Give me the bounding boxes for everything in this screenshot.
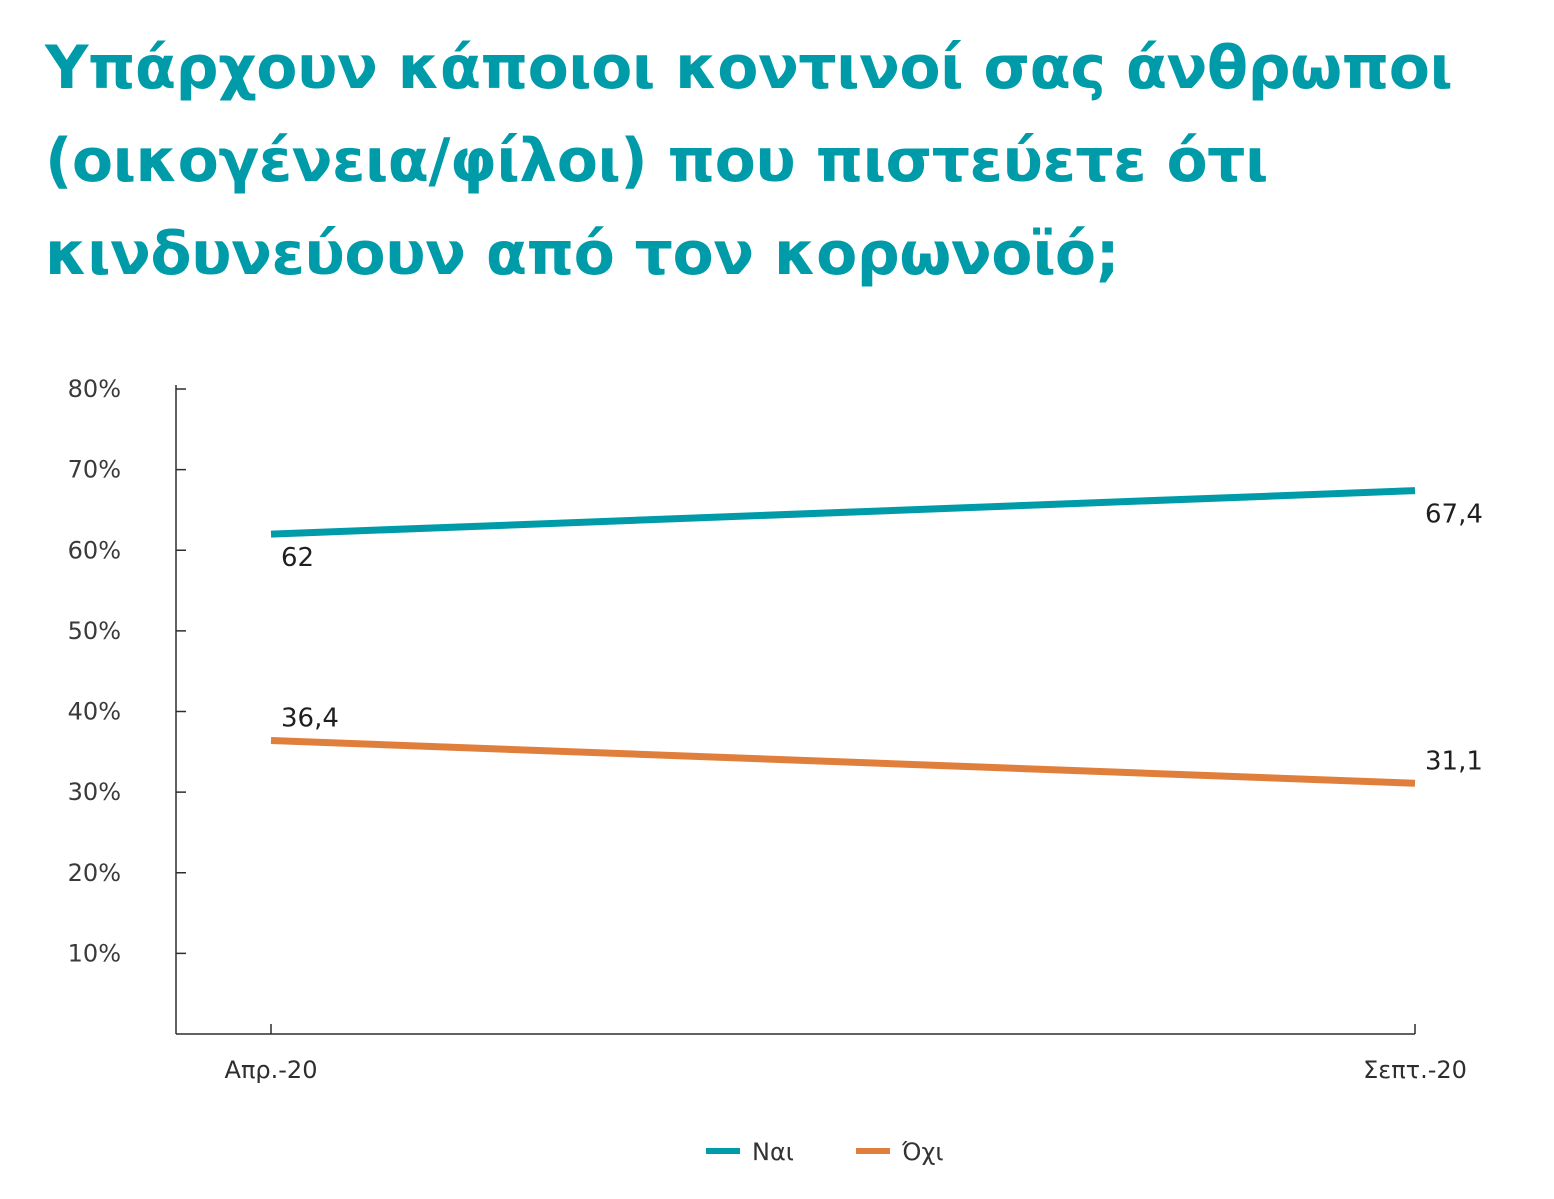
x-tick-label: Απρ.-20 (225, 1056, 318, 1084)
legend-label: Ναι (752, 1138, 794, 1166)
data-label: 36,4 (281, 704, 339, 734)
y-tick-label: 30% (68, 778, 121, 806)
y-tick-label: 20% (68, 859, 121, 887)
y-tick-label: 10% (68, 939, 121, 967)
x-tick-label: Σεπτ.-20 (1363, 1056, 1467, 1084)
data-label: 62 (281, 543, 314, 573)
legend: Ναι Όχι (706, 1138, 943, 1166)
data-label: 67,4 (1425, 500, 1483, 530)
y-tick-label: 40% (68, 698, 121, 726)
chart-title-line-2: (οικογένεια/φίλοι) που πιστεύετε ότι (45, 126, 1268, 196)
series-line-1 (270, 487, 1416, 538)
series-lines (270, 487, 1416, 787)
y-tick-label: 60% (68, 536, 121, 564)
chart-title-line-3: κινδυνεύουν από τον κορωνοϊό; (45, 219, 1120, 289)
data-label: 31,1 (1425, 746, 1483, 776)
series-line-2 (270, 737, 1416, 787)
y-axis: 10% 20% 30% 40% 50% 60% 70% 80% (68, 375, 186, 1034)
x-axis: Απρ.-20 Σεπτ.-20 (176, 1024, 1467, 1084)
legend-label: Όχι (901, 1138, 943, 1166)
chart-title: Υπάρχουν κάποιοι κοντινοί σας άνθρωποι (… (45, 22, 1525, 301)
chart-title-line-1: Υπάρχουν κάποιοι κοντινοί σας άνθρωποι (45, 33, 1453, 103)
data-labels: 62 67,4 36,4 31,1 (281, 500, 1483, 777)
y-tick-label: 50% (68, 617, 121, 645)
y-tick-label: 80% (68, 375, 121, 403)
y-tick-label: 70% (68, 456, 121, 484)
